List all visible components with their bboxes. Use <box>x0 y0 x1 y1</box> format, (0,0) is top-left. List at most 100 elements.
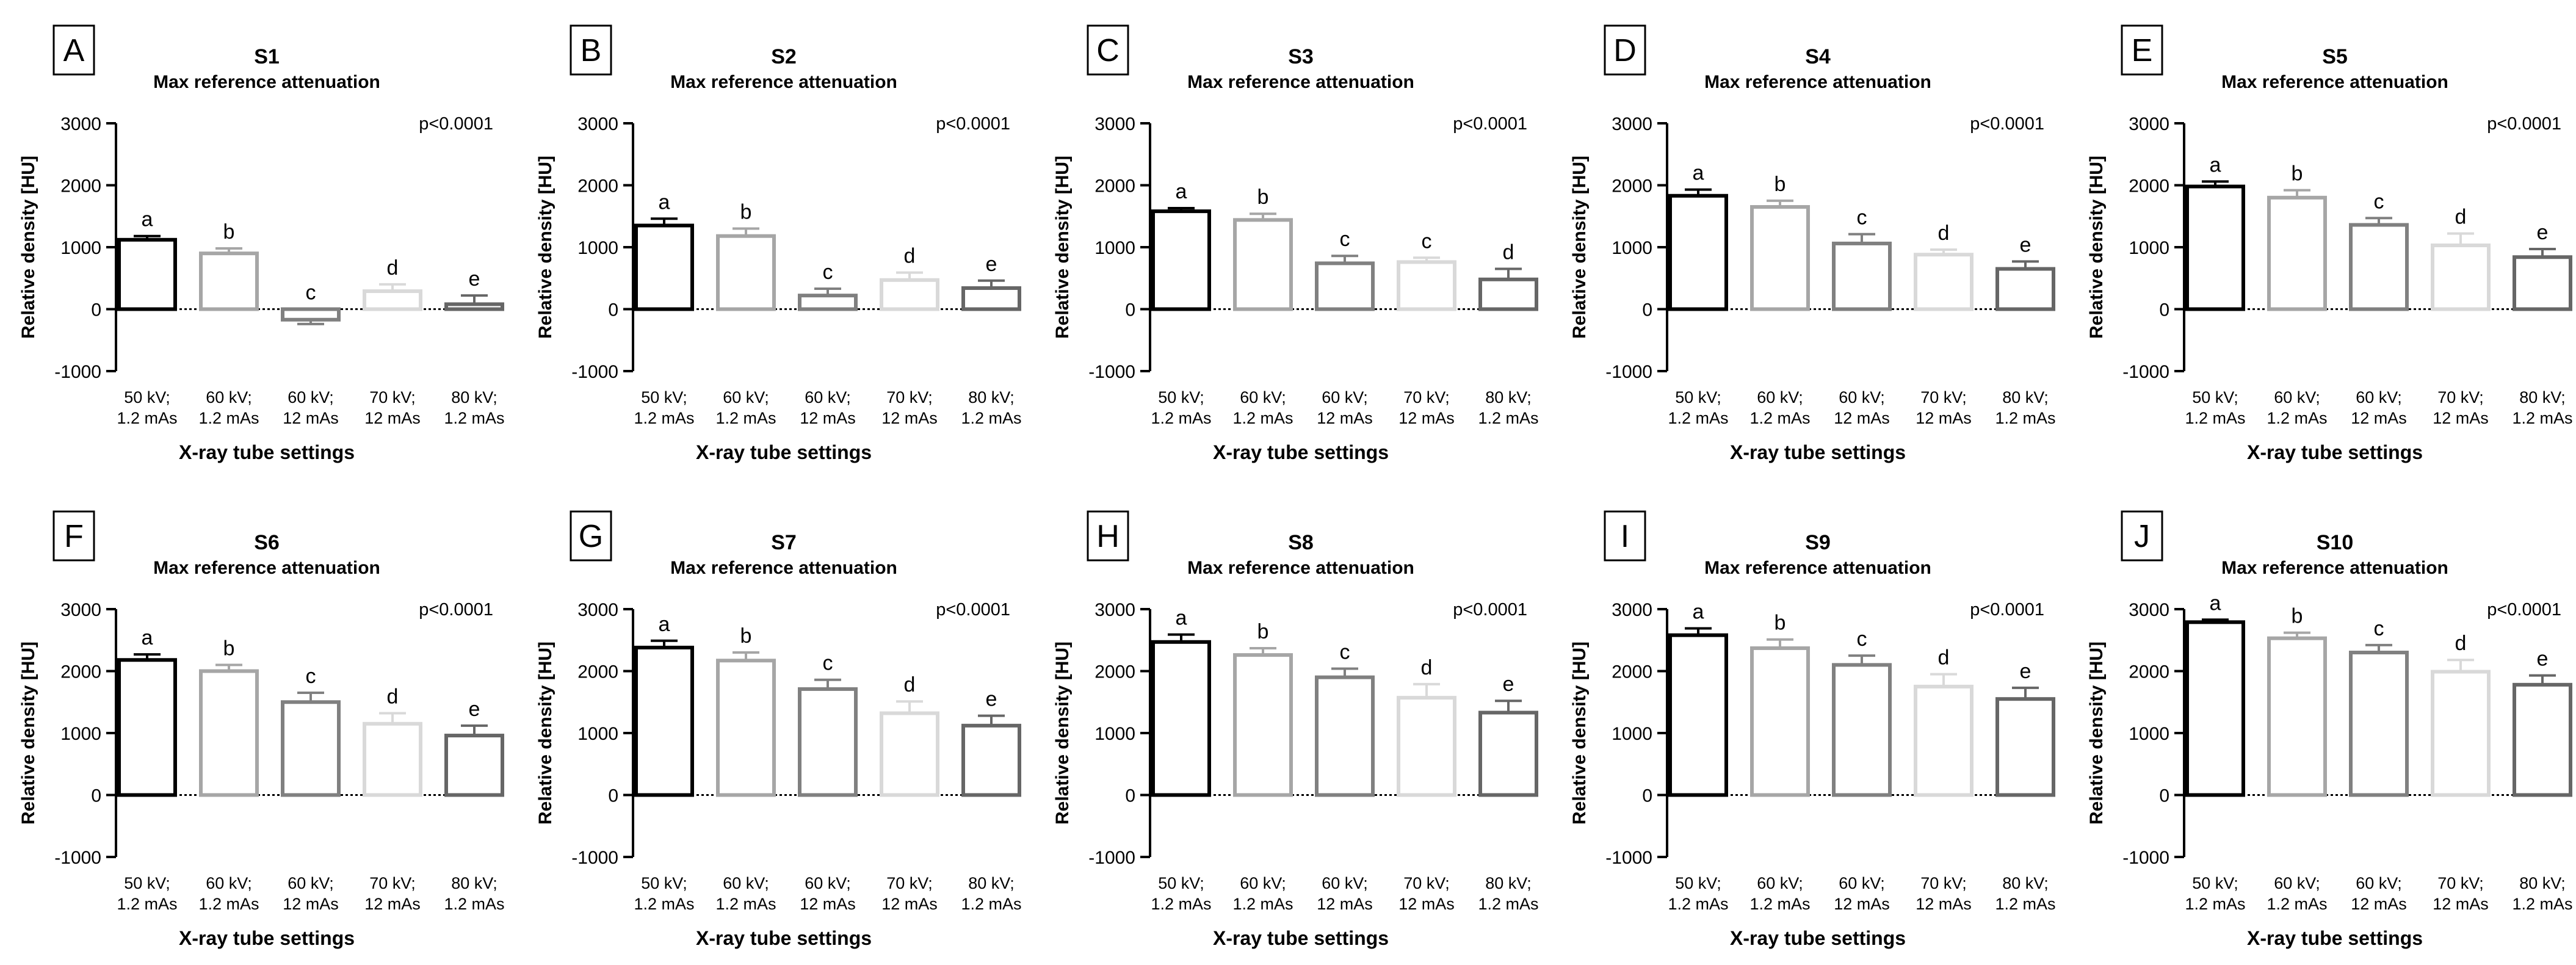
y-axis-label: Relative density [HU] <box>2086 642 2107 825</box>
panel-letter-box <box>1604 510 1646 562</box>
bar <box>880 711 939 797</box>
chart-title: S3 <box>1288 45 1314 68</box>
chart-panel-h: H S8 Max reference attenuation p<0.0001 -100… <box>1052 510 1539 949</box>
p-value-annotation: p<0.0001 <box>1970 114 2044 134</box>
y-axis-label: Relative density [HU] <box>535 156 555 339</box>
y-tick-label: -1000 <box>571 362 618 382</box>
x-tick-label: 1.2 mAs <box>198 409 259 427</box>
significance-letter: e <box>986 253 997 276</box>
panel-letter: C <box>1096 33 1120 68</box>
bar <box>798 294 858 311</box>
x-tick-label: 60 kV; <box>288 874 334 892</box>
x-tick-label: 70 kV; <box>2437 874 2484 892</box>
chart-subtitle: Max reference attenuation <box>1187 72 1414 92</box>
x-tick-label: 12 mAs <box>881 895 938 913</box>
p-value-annotation: p<0.0001 <box>419 600 493 620</box>
panel-letter-box <box>570 24 612 76</box>
y-tick-label: 2000 <box>1094 662 1135 682</box>
x-tick-label: 80 kV; <box>968 874 1015 892</box>
panel-letter-box <box>1604 24 1646 76</box>
y-axis-label: Relative density [HU] <box>1052 642 1073 825</box>
chart-panel-j: J S10 Max reference attenuation p<0.0001 -10… <box>2086 510 2573 949</box>
y-tick-label: -1000 <box>1605 848 1652 868</box>
chart-subtitle: Max reference attenuation <box>1187 558 1414 578</box>
p-value-annotation: p<0.0001 <box>1453 114 1527 134</box>
x-tick-label: 12 mAs <box>881 409 938 427</box>
significance-letter: a <box>1693 162 1704 185</box>
x-tick-label: 80 kV; <box>2002 388 2049 407</box>
bar <box>281 307 341 322</box>
x-tick-label: 70 kV; <box>886 388 933 407</box>
bar <box>1750 646 1810 797</box>
bar <box>1668 193 1728 311</box>
x-tick-label: 70 kV; <box>1403 874 1450 892</box>
significance-letter: c <box>1340 228 1350 251</box>
x-tick-label: 12 mAs <box>1398 409 1455 427</box>
x-tick-label: 70 kV; <box>1920 874 1967 892</box>
significance-letter: b <box>740 201 752 224</box>
significance-letter: c <box>1422 230 1432 253</box>
bar <box>2431 243 2491 311</box>
x-tick-label: 60 kV; <box>206 388 252 407</box>
bar <box>2267 195 2327 311</box>
y-tick-label: -1000 <box>571 848 618 868</box>
panel-letter: B <box>581 33 602 68</box>
y-tick-label: 0 <box>91 300 101 320</box>
x-axis-label: X-ray tube settings <box>2247 927 2423 949</box>
chart-title: S8 <box>1288 531 1314 554</box>
y-axis-label: Relative density [HU] <box>1052 156 1073 339</box>
bar <box>1832 663 1892 797</box>
y-tick-label: 3000 <box>1094 600 1135 620</box>
significance-letter: b <box>2292 162 2303 186</box>
bar <box>2185 184 2245 311</box>
y-axis-label: Relative density [HU] <box>535 642 555 825</box>
x-tick-label: 1.2 mAs <box>117 409 177 427</box>
bar <box>961 723 1021 797</box>
x-tick-label: 50 kV; <box>1675 388 1721 407</box>
panel-letter-box <box>1087 24 1129 76</box>
panel-letter-box <box>52 24 95 76</box>
significance-letter: d <box>904 673 916 696</box>
x-tick-label: 1.2 mAs <box>1232 409 1293 427</box>
y-tick-label: 1000 <box>2129 724 2169 744</box>
chart-subtitle: Max reference attenuation <box>2221 558 2448 578</box>
y-tick-label: 1000 <box>1094 724 1135 744</box>
bar <box>1233 218 1293 311</box>
x-tick-label: 12 mAs <box>2433 409 2489 427</box>
significance-letter: a <box>659 190 670 214</box>
bar <box>2267 636 2327 797</box>
x-tick-label: 1.2 mAs <box>2185 409 2245 427</box>
significance-letter: c <box>306 281 316 305</box>
significance-letter: c <box>306 665 316 688</box>
chart-panel-c: C S3 Max reference attenuation p<0.0001 -100… <box>1052 24 1539 463</box>
significance-letter: a <box>1176 180 1187 203</box>
y-tick-label: 3000 <box>2129 600 2169 620</box>
x-tick-label: 1.2 mAs <box>1995 895 2055 913</box>
x-tick-label: 60 kV; <box>723 874 769 892</box>
significance-letter: a <box>142 626 153 649</box>
x-tick-label: 1.2 mAs <box>444 409 504 427</box>
y-tick-label: 3000 <box>2129 114 2169 134</box>
y-tick-label: 3000 <box>577 600 618 620</box>
significance-letter: b <box>2292 605 2303 628</box>
significance-letter: e <box>2537 221 2549 244</box>
chart-subtitle: Max reference attenuation <box>2221 72 2448 92</box>
panel-letter-box <box>570 510 612 562</box>
x-tick-label: 70 kV; <box>886 874 933 892</box>
y-tick-label: 0 <box>608 300 618 320</box>
x-tick-label: 80 kV; <box>2002 874 2049 892</box>
bar <box>634 645 694 797</box>
chart-subtitle: Max reference attenuation <box>1704 558 1931 578</box>
panel-letter: D <box>1613 33 1637 68</box>
y-tick-label: 1000 <box>60 238 101 258</box>
x-tick-label: 1.2 mAs <box>1668 895 1728 913</box>
x-tick-label: 1.2 mAs <box>634 895 694 913</box>
significance-letter: d <box>387 256 399 280</box>
x-tick-label: 60 kV; <box>723 388 769 407</box>
x-tick-label: 1.2 mAs <box>1151 409 1211 427</box>
panel-letter: E <box>2132 33 2153 68</box>
x-tick-label: 50 kV; <box>641 874 687 892</box>
x-tick-label: 70 kV; <box>1403 388 1450 407</box>
significance-letter: d <box>387 685 399 709</box>
bar <box>1995 267 2055 311</box>
